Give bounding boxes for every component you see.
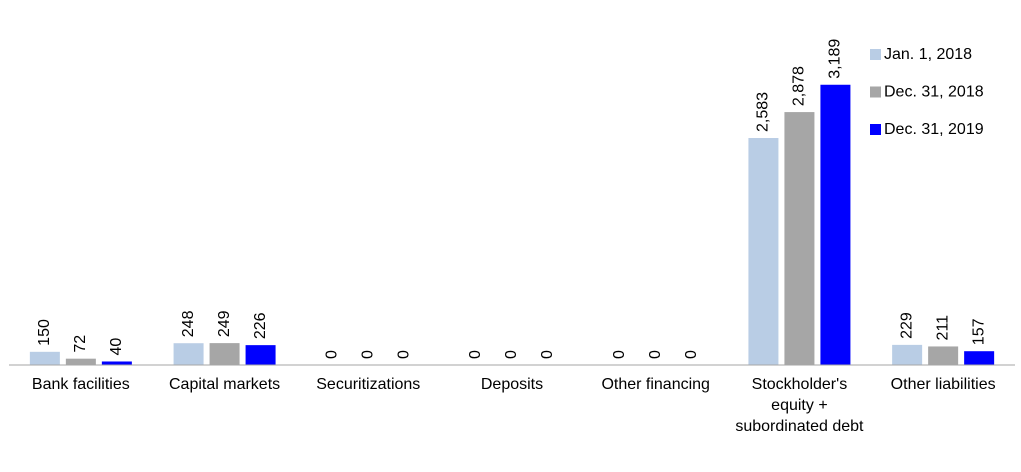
legend-swatch xyxy=(870,49,881,60)
bar xyxy=(173,343,204,365)
value-label: 211 xyxy=(934,315,951,341)
x-tick-label: Deposits xyxy=(480,376,544,393)
legend-swatch xyxy=(870,86,881,98)
value-label: 0 xyxy=(324,350,341,359)
value-label: 0 xyxy=(647,350,664,359)
value-label: 0 xyxy=(539,350,556,359)
value-label: 0 xyxy=(360,350,377,359)
value-label: 3,189 xyxy=(827,39,844,79)
bar xyxy=(964,351,995,365)
value-label: 40 xyxy=(108,338,125,356)
legend-label: Dec. 31, 2019 xyxy=(884,121,984,138)
value-label: 157 xyxy=(970,318,987,345)
bar xyxy=(65,358,96,365)
x-tick-label: Other financing xyxy=(601,376,710,393)
bar xyxy=(928,346,959,365)
value-label: 2,583 xyxy=(755,92,772,132)
x-tick-label: Stockholder's equity + subordinated debt xyxy=(735,376,864,435)
bar xyxy=(245,345,276,365)
bar xyxy=(784,112,815,366)
x-tick-label: Securitizations xyxy=(316,376,421,393)
value-label: 249 xyxy=(216,310,233,337)
bar xyxy=(29,351,60,365)
x-tick-label: Bank facilities xyxy=(31,376,130,393)
value-label: 150 xyxy=(36,319,53,346)
value-label: 72 xyxy=(72,335,89,353)
value-label: 248 xyxy=(180,310,197,337)
value-label: 229 xyxy=(898,312,915,339)
bar xyxy=(101,361,132,365)
bar xyxy=(748,138,779,365)
legend-swatch xyxy=(870,124,881,135)
value-label: 0 xyxy=(683,350,700,359)
legend-label: Dec. 31, 2018 xyxy=(884,84,984,101)
x-tick-label: Other liabilities xyxy=(890,376,996,393)
value-label: 0 xyxy=(611,350,628,359)
value-label: 226 xyxy=(252,312,269,339)
bar xyxy=(892,344,923,365)
value-label: 0 xyxy=(503,350,520,359)
bar xyxy=(820,84,851,365)
value-label: 0 xyxy=(396,350,413,359)
value-label: 2,878 xyxy=(791,66,808,106)
legend-label: Jan. 1, 2018 xyxy=(884,46,972,63)
value-label: 0 xyxy=(467,350,484,359)
x-tick-label: Capital markets xyxy=(168,376,281,393)
bar xyxy=(209,343,240,365)
